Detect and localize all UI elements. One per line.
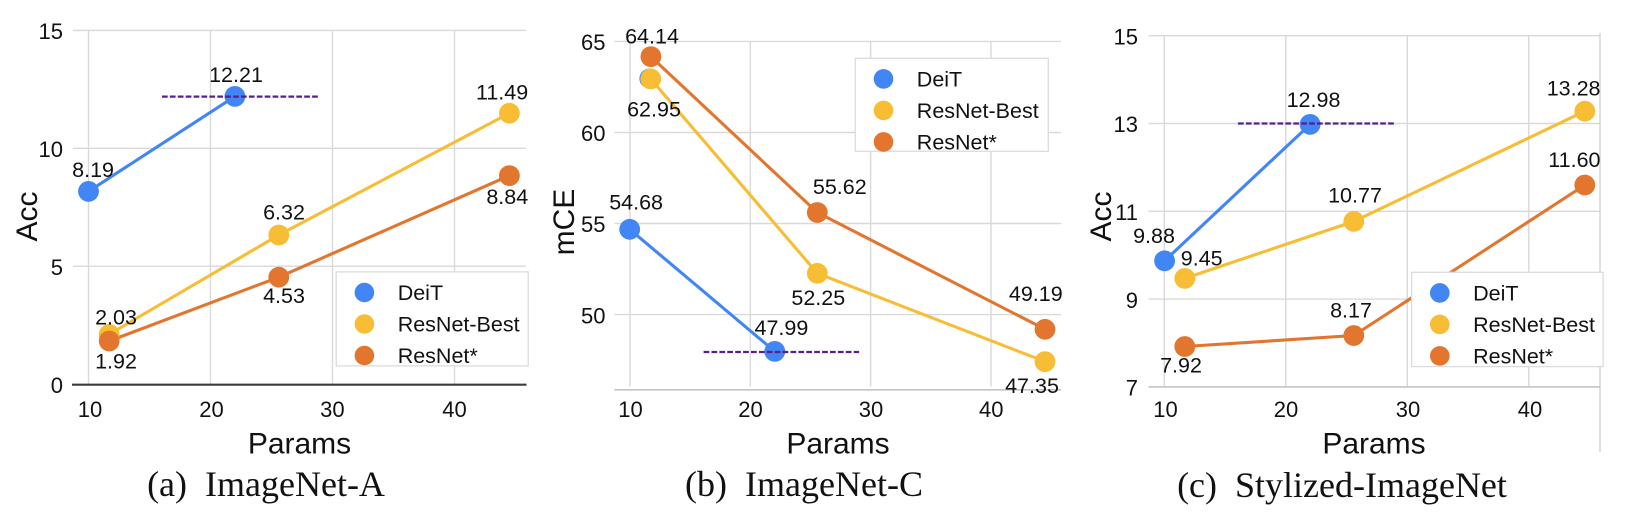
- svg-text:0: 0: [51, 373, 63, 398]
- svg-text:11.49: 11.49: [476, 80, 528, 104]
- svg-text:11.60: 11.60: [1548, 148, 1600, 172]
- svg-text:5: 5: [51, 255, 63, 280]
- svg-text:10: 10: [618, 397, 642, 422]
- svg-text:(c) Stylized-ImageNet: (c) Stylized-ImageNet: [1177, 465, 1507, 505]
- svg-text:55.62: 55.62: [813, 175, 867, 199]
- svg-text:10.77: 10.77: [1328, 184, 1382, 208]
- svg-text:62.95: 62.95: [627, 98, 681, 122]
- svg-text:13: 13: [1114, 112, 1138, 137]
- svg-text:ResNet-Best: ResNet-Best: [1473, 313, 1595, 337]
- svg-text:64.14: 64.14: [625, 24, 679, 48]
- svg-text:52.25: 52.25: [791, 286, 845, 310]
- svg-text:55: 55: [581, 212, 605, 237]
- svg-text:DeiT: DeiT: [398, 281, 443, 305]
- svg-text:20: 20: [738, 397, 762, 422]
- svg-text:8.17: 8.17: [1330, 299, 1372, 323]
- svg-text:40: 40: [979, 397, 1003, 422]
- svg-text:ResNet-Best: ResNet-Best: [917, 99, 1039, 123]
- svg-text:9: 9: [1126, 288, 1138, 313]
- svg-text:1.92: 1.92: [95, 350, 137, 374]
- svg-text:mCE: mCE: [548, 189, 581, 256]
- svg-text:40: 40: [1518, 397, 1542, 422]
- svg-text:50: 50: [581, 303, 605, 328]
- svg-text:(b) ImageNet-C: (b) ImageNet-C: [685, 464, 923, 504]
- svg-text:47.35: 47.35: [1005, 374, 1059, 398]
- svg-text:30: 30: [859, 397, 883, 422]
- svg-text:Params: Params: [1322, 428, 1425, 461]
- svg-text:Acc: Acc: [1085, 191, 1118, 241]
- svg-text:47.99: 47.99: [754, 316, 808, 340]
- svg-text:8.19: 8.19: [72, 158, 114, 182]
- svg-text:15: 15: [39, 19, 63, 44]
- svg-text:9.88: 9.88: [1133, 224, 1175, 248]
- svg-text:30: 30: [1396, 397, 1420, 422]
- svg-text:11: 11: [1115, 200, 1138, 225]
- svg-text:49.19: 49.19: [1009, 282, 1063, 306]
- svg-text:ResNet*: ResNet*: [1473, 344, 1554, 368]
- svg-text:13.28: 13.28: [1547, 77, 1601, 101]
- svg-text:20: 20: [199, 397, 223, 422]
- svg-text:20: 20: [1274, 397, 1298, 422]
- svg-text:54.68: 54.68: [609, 191, 663, 215]
- svg-text:30: 30: [320, 397, 344, 422]
- svg-text:12.21: 12.21: [209, 63, 263, 87]
- svg-text:15: 15: [1114, 24, 1138, 49]
- svg-text:Acc: Acc: [11, 191, 44, 241]
- svg-text:10: 10: [39, 137, 63, 162]
- svg-text:9.45: 9.45: [1181, 247, 1223, 271]
- svg-text:6.32: 6.32: [263, 201, 305, 225]
- svg-text:2.03: 2.03: [95, 306, 137, 330]
- svg-text:8.84: 8.84: [486, 185, 528, 209]
- svg-text:12.98: 12.98: [1287, 88, 1341, 112]
- svg-text:7: 7: [1126, 376, 1138, 401]
- svg-text:DeiT: DeiT: [917, 67, 962, 91]
- svg-text:4.53: 4.53: [263, 284, 305, 308]
- svg-text:(a) ImageNet-A: (a) ImageNet-A: [147, 464, 385, 504]
- svg-text:7.92: 7.92: [1160, 354, 1202, 378]
- svg-text:ResNet*: ResNet*: [917, 130, 998, 154]
- svg-text:Params: Params: [786, 428, 889, 461]
- svg-text:60: 60: [581, 121, 605, 146]
- svg-text:10: 10: [78, 397, 102, 422]
- svg-text:10: 10: [1153, 397, 1177, 422]
- svg-text:65: 65: [581, 30, 605, 55]
- svg-text:Params: Params: [248, 428, 351, 461]
- svg-text:ResNet*: ResNet*: [398, 344, 479, 368]
- svg-text:ResNet-Best: ResNet-Best: [398, 313, 520, 337]
- svg-text:40: 40: [442, 397, 466, 422]
- svg-text:DeiT: DeiT: [1473, 281, 1518, 305]
